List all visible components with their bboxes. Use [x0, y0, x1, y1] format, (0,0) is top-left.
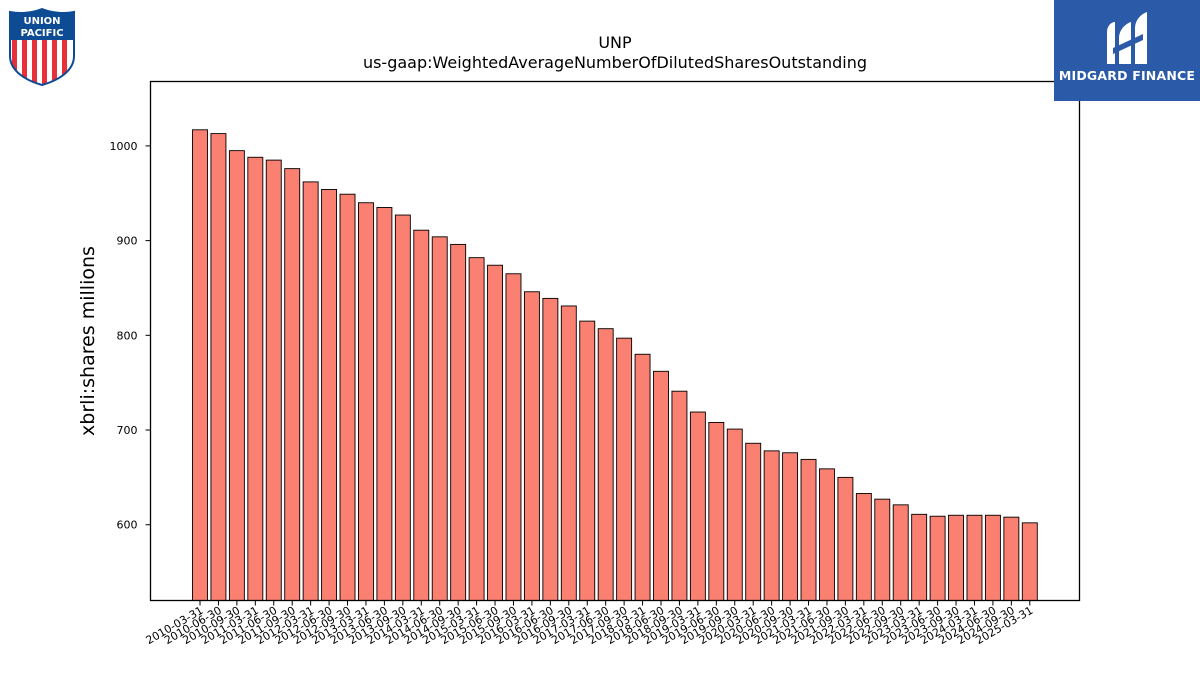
bar-2012-03-31: [302, 181, 319, 601]
bar-2021-06-30: [819, 468, 835, 601]
bar-2021-03-31: [800, 458, 817, 601]
bar-2013-06-30: [376, 207, 393, 601]
bar-2014-03-31: [413, 229, 430, 601]
bar-2017-03-31: [579, 320, 596, 601]
x-axis: 2010-03-312010-06-302010-09-302011-03-31…: [144, 600, 1035, 647]
logo-left-line1: UNION: [23, 16, 60, 27]
bar-2019-06-30: [708, 422, 725, 601]
union-pacific-shield-logo: UNION PACIFIC: [9, 8, 75, 86]
y-tick-label: 600: [117, 519, 138, 532]
bar-2020-03-31: [745, 442, 762, 601]
bar-2016-06-30: [542, 297, 559, 601]
bar-2015-06-30: [487, 264, 503, 601]
bar-2011-06-30: [265, 159, 282, 601]
logo-left-line2: PACIFIC: [20, 28, 63, 39]
bars-group: [192, 129, 1038, 601]
bar-2010-03-31: [192, 129, 208, 601]
y-tick-label: 700: [117, 424, 138, 437]
y-tick-label: 900: [117, 235, 138, 248]
bar-2013-09-30: [394, 214, 411, 601]
bar-2017-09-30: [616, 337, 633, 601]
bar-2023-09-30: [948, 514, 964, 601]
bar-2011-09-30: [284, 168, 301, 601]
chart-subtitle: us-gaap:WeightedAverageNumberOfDilutedSh…: [363, 53, 867, 72]
bar-2019-09-30: [726, 428, 743, 601]
bar-2010-06-30: [210, 133, 227, 601]
chart-title: UNP: [598, 33, 632, 52]
y-axis: 600 700 800 900 1000: [110, 140, 151, 532]
bar-2019-03-31: [689, 411, 706, 601]
bar-2014-09-30: [450, 243, 467, 601]
bar-2022-09-30: [892, 504, 909, 601]
bar-2012-09-30: [339, 193, 356, 601]
bar-2015-09-30: [505, 273, 522, 601]
y-tick-label: 1000: [110, 140, 138, 153]
bar-2012-06-30: [321, 189, 338, 601]
bar-2018-03-31: [634, 353, 651, 601]
y-axis-label: xbrli:shares millions: [77, 246, 99, 436]
midgard-finance-logo: MIDGARD FINANCE: [1054, 0, 1200, 101]
bar-2022-03-31: [855, 493, 872, 601]
bar-2018-06-30: [653, 370, 669, 601]
bar-2023-06-30: [929, 515, 946, 601]
bar-2020-06-30: [763, 450, 780, 601]
bar-2020-09-30: [782, 452, 799, 601]
y-tick-label: 800: [117, 329, 138, 342]
bar-2010-09-30: [228, 150, 245, 601]
midgard-finance-text: MIDGARD FINANCE: [1058, 68, 1196, 83]
bar-2025-03-31: [1021, 522, 1038, 601]
bar-2013-03-31: [358, 202, 374, 601]
bar-2014-06-30: [431, 236, 448, 601]
bar-2011-03-31: [247, 156, 264, 601]
bar-2024-09-30: [1003, 516, 1020, 601]
bar-2017-06-30: [597, 328, 614, 601]
bar-2015-03-31: [468, 257, 485, 601]
bar-2024-03-31: [966, 514, 983, 601]
bar-2016-09-30: [560, 305, 577, 601]
bar-2022-06-30: [874, 498, 891, 601]
bar-2023-03-31: [911, 513, 928, 601]
bar-2016-03-31: [523, 291, 540, 601]
bar-2024-06-30: [984, 514, 1001, 601]
bar-2018-09-30: [671, 390, 688, 601]
bar-2021-09-30: [837, 476, 854, 601]
midgard-mark-icon: [1107, 12, 1147, 64]
plot-frame: [149, 80, 1081, 602]
